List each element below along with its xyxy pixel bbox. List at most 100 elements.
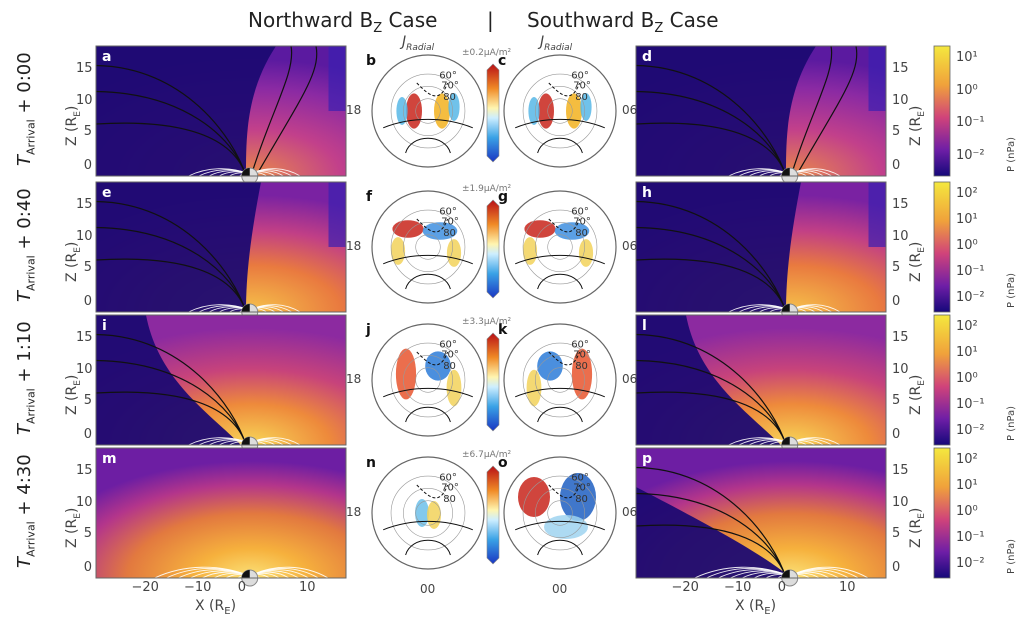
latitude-label: 60°	[439, 340, 457, 351]
mlt-00-label-left: 00	[420, 582, 436, 596]
z-tick-label: 0	[83, 157, 92, 173]
latitude-label: 60°	[571, 473, 589, 484]
x-axis-label-left: X (RE)	[195, 598, 237, 617]
latitude-label: 80	[575, 228, 588, 239]
z-tick-label: 15	[892, 61, 909, 77]
pressure-colorbar-0	[933, 45, 951, 177]
latitude-label: 70°	[573, 350, 591, 361]
latitude-label: 80	[443, 494, 456, 505]
z-tick-label: 0	[83, 293, 92, 309]
polar-cap-panel-c: 60°70°80	[503, 54, 617, 168]
colorbar-tick-label: 10⁻²	[956, 290, 985, 305]
polar-cap-panel-g: 60°70°80	[503, 190, 617, 304]
z-tick-label: 10	[76, 92, 93, 108]
x-tick-label: −20	[671, 580, 699, 595]
panel-label-n: n	[366, 455, 376, 471]
panel-label-p: p	[642, 451, 653, 467]
z-axis-label-right: Z (RE)	[908, 241, 927, 282]
polar-cap-panel-k: 60°70°80	[503, 323, 617, 437]
z-tick-label: 5	[892, 123, 901, 139]
latitude-label: 80	[575, 361, 588, 372]
magnetosphere-panel-a	[95, 45, 347, 185]
colorbar-tick-label: 10⁰	[956, 82, 978, 98]
magnetosphere-panel-d	[635, 45, 887, 185]
polar-cap-panel-f: 60°70°80	[371, 190, 485, 304]
magnetosphere-panel-e	[95, 181, 347, 321]
z-tick-label: 5	[83, 123, 92, 139]
latitude-label: 80	[575, 92, 588, 103]
current-scale-label: ±3.3μA/m²	[462, 317, 512, 327]
z-tick-label: 5	[83, 392, 92, 408]
mlt-00-label-right: 00	[552, 582, 568, 596]
panel-label-e: e	[102, 185, 112, 201]
z-tick-label: 0	[83, 426, 92, 442]
z-tick-label: 10	[76, 228, 93, 244]
latitude-label: 80	[443, 228, 456, 239]
x-tick-label: 10	[839, 580, 856, 595]
latitude-label: 70°	[573, 217, 591, 228]
current-scale-label: ±6.7μA/m²	[462, 450, 512, 460]
magnetosphere-panel-l	[635, 314, 887, 454]
colorbar-tick-label: 10¹	[956, 50, 978, 65]
magnetosphere-panel-p	[635, 447, 887, 587]
pressure-colorbar-1	[933, 181, 951, 313]
x-axis-label-right: X (RE)	[735, 598, 777, 617]
colorbar-tick-label: 10⁻¹	[956, 530, 985, 545]
colorbar-label: P (nPa)	[1006, 272, 1017, 308]
current-scale-label: ±1.9μA/m²	[462, 184, 512, 194]
z-tick-label: 15	[76, 330, 93, 346]
latitude-label: 70°	[573, 81, 591, 92]
polar-cap-panel-o: 60°70°80	[503, 456, 617, 570]
northward-title: Northward BZ Case	[248, 8, 438, 36]
colorbar-label: P (nPa)	[1006, 538, 1017, 574]
colorbar-tick-label: 10⁰	[956, 371, 978, 386]
row-label-0: TArrival + 0:00	[14, 52, 38, 166]
current-colorbar-3	[486, 465, 500, 565]
latitude-label: 70°	[573, 483, 591, 494]
x-tick-label: −20	[131, 580, 159, 595]
colorbar-tick-label: 10⁻²	[956, 147, 985, 163]
z-tick-label: 5	[892, 259, 901, 275]
z-tick-label: 15	[892, 330, 909, 346]
jradial-label-left: JRadial	[402, 34, 435, 53]
colorbar-label: P (nPa)	[1006, 136, 1017, 172]
latitude-label: 70°	[441, 217, 459, 228]
panel-label-f: f	[366, 189, 373, 205]
colorbar-tick-label: 10²	[956, 319, 978, 334]
panel-label-d: d	[642, 49, 653, 65]
z-tick-label: 0	[892, 293, 901, 309]
z-tick-label: 15	[76, 197, 93, 213]
mlt-18-label: 18	[346, 372, 362, 386]
x-tick-label: −10	[184, 580, 212, 595]
x-tick-label: 10	[299, 580, 316, 595]
z-axis-label-right: Z (RE)	[908, 374, 927, 415]
polar-cap-panel-n: 60°70°80	[371, 456, 485, 570]
current-colorbar-2	[486, 332, 500, 432]
colorbar-tick-label: 10⁻²	[956, 423, 985, 438]
pressure-colorbar-3	[933, 447, 951, 579]
x-tick-label: −10	[724, 580, 752, 595]
magnetosphere-panel-m	[95, 447, 347, 587]
z-tick-label: 10	[892, 228, 909, 244]
latitude-label: 80	[443, 361, 456, 372]
latitude-label: 60°	[439, 473, 457, 484]
colorbar-label: P (nPa)	[1006, 405, 1017, 441]
z-tick-label: 0	[892, 426, 901, 442]
magnetosphere-panel-i	[95, 314, 347, 454]
current-scale-label: ±0.2μA/m²	[462, 48, 512, 58]
polar-cap-panel-b: 60°70°80	[371, 54, 485, 168]
z-tick-label: 10	[892, 92, 909, 108]
panel-label-j: j	[366, 322, 371, 338]
z-tick-label: 0	[892, 559, 901, 575]
panel-label-k: k	[498, 322, 508, 338]
latitude-label: 60°	[439, 207, 457, 218]
magnetosphere-panel-h	[635, 181, 887, 321]
z-tick-label: 5	[892, 525, 901, 541]
latitude-label: 80	[443, 92, 456, 103]
mlt-06-label: 06	[622, 239, 638, 253]
panel-label-l: l	[642, 318, 647, 334]
colorbar-tick-label: 10⁻¹	[956, 397, 985, 412]
z-tick-label: 15	[76, 463, 93, 479]
current-colorbar-0	[486, 63, 500, 163]
colorbar-tick-label: 10⁰	[956, 504, 978, 519]
